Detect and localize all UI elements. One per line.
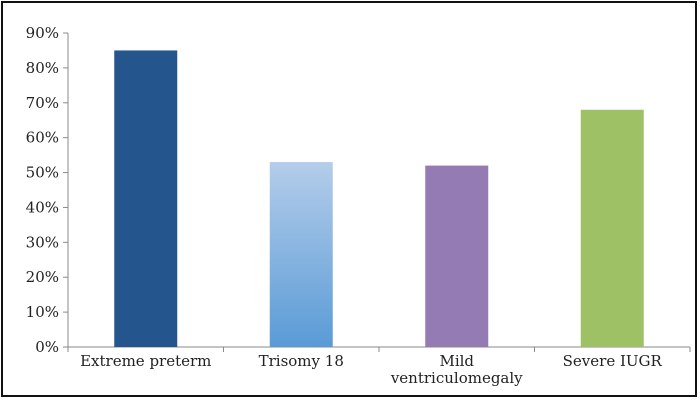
y-tick-label: 10%	[26, 303, 59, 321]
x-category-label: Trisomy 18	[259, 352, 344, 370]
x-category-label: ventriculomegaly	[390, 369, 523, 387]
y-tick-label: 60%	[26, 129, 59, 147]
x-category-label: Extreme preterm	[80, 352, 211, 370]
y-tick-label: 20%	[26, 268, 59, 286]
y-tick-label: 30%	[26, 233, 59, 251]
y-tick-label: 50%	[26, 164, 59, 182]
bar-mild-ventriculomegaly	[425, 165, 489, 347]
y-tick-label: 90%	[26, 24, 59, 42]
y-tick-label: 0%	[35, 338, 59, 356]
y-tick-label: 40%	[26, 198, 59, 216]
y-tick-label: 80%	[26, 59, 59, 77]
x-category-label: Mild	[439, 352, 474, 370]
bar-extreme-preterm	[114, 50, 178, 347]
x-category-label: Severe IUGR	[563, 352, 663, 370]
y-tick-label: 70%	[26, 94, 59, 112]
x-axis: Extreme preterm Trisomy 18 Mildventriculom…	[67, 346, 691, 387]
bars	[114, 50, 644, 347]
bar-trisomy-18	[269, 162, 333, 347]
bar-severe-iugr	[580, 109, 644, 347]
y-axis: 0% 10% 20% 30% 40% 50% 60% 70% 80% 90%	[26, 24, 69, 356]
